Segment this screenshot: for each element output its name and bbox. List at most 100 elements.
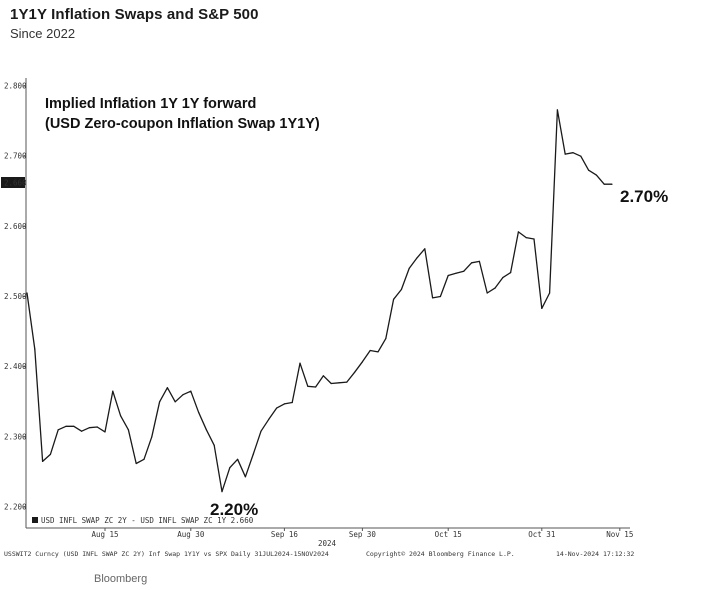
data-point [112, 390, 114, 392]
data-point [416, 257, 418, 259]
annotation-line-2: (USD Zero-coupon Inflation Swap 1Y1Y) [45, 116, 320, 132]
y-tick-group: 2.200 2.300 2.400 2.500 2.600 2.700 2.800 [4, 82, 27, 512]
data-point [34, 348, 36, 350]
data-point [198, 411, 200, 413]
data-point [322, 375, 324, 377]
y-tick-label: 2.400 [4, 362, 27, 371]
data-point [564, 153, 566, 155]
bloomberg-logo-text: Bloomberg [94, 573, 148, 585]
data-point [96, 426, 98, 428]
x-tick-label: Oct 15 [435, 530, 462, 539]
last-value-tag [1, 177, 25, 188]
annotation-line-1: Implied Inflation 1Y 1Y forward [45, 96, 256, 112]
x-tick-label: Nov 15 [606, 530, 633, 539]
data-point [315, 386, 317, 388]
data-point [49, 453, 52, 455]
data-point [486, 292, 488, 294]
data-point [26, 292, 28, 294]
data-point [104, 431, 106, 433]
x-tick-label: Oct 31 [528, 530, 555, 539]
data-point [377, 351, 379, 353]
y-tick-label: 2.300 [4, 432, 27, 441]
data-point [580, 155, 582, 157]
data-point [439, 295, 441, 298]
data-point [517, 231, 520, 233]
data-point-group [26, 109, 613, 493]
data-point [268, 418, 270, 420]
data-point [57, 429, 59, 431]
footer-center: Copyright© 2024 Bloomberg Finance L.P. [366, 550, 515, 558]
last-value-tag-text: 2.660 [4, 179, 27, 188]
data-point [307, 385, 309, 387]
data-point [369, 349, 371, 352]
data-point [447, 274, 449, 277]
data-point [190, 390, 192, 392]
footer-right: 14-Nov-2024 17:12:32 [556, 550, 634, 558]
data-point [478, 260, 480, 262]
data-point [229, 467, 231, 469]
data-point [502, 277, 504, 279]
data-point [252, 453, 254, 455]
last-value-label: 2.70% [620, 187, 668, 206]
data-point [260, 430, 262, 432]
data-point [385, 338, 387, 340]
data-point [556, 109, 559, 111]
data-point [299, 362, 301, 364]
data-point [525, 237, 527, 239]
legend-swatch [32, 517, 38, 523]
data-point [471, 262, 473, 264]
data-point [400, 288, 402, 291]
x-tick-label: Sep 30 [349, 530, 377, 539]
data-point [455, 272, 457, 274]
data-point [205, 429, 207, 431]
y-tick-label: 2.200 [4, 503, 27, 512]
data-point [338, 382, 340, 384]
data-point [143, 458, 145, 460]
data-point [88, 427, 90, 429]
data-point [408, 267, 410, 269]
data-point [424, 248, 426, 250]
data-point [182, 394, 184, 396]
x-axis-label: 2024 [318, 539, 337, 548]
series-line [26, 109, 612, 493]
legend-entry: USD INFL SWAP ZC 2Y - USD INFL SWAP ZC 1… [41, 516, 254, 525]
data-point [595, 174, 598, 176]
data-point [174, 401, 176, 403]
data-point [346, 381, 348, 383]
data-point [135, 462, 137, 465]
data-point [127, 429, 129, 431]
y-tick-label: 2.700 [4, 152, 27, 161]
data-point [276, 407, 278, 409]
data-point [330, 382, 332, 385]
y-tick-label: 2.600 [4, 222, 27, 231]
x-tick-label: Aug 15 [91, 530, 118, 539]
chart-subtitle: Since 2022 [10, 26, 76, 41]
data-point [494, 287, 496, 289]
data-point [291, 401, 293, 404]
data-point [361, 361, 363, 363]
data-point [354, 371, 356, 373]
data-point [81, 430, 83, 432]
data-point [572, 152, 574, 154]
low-value-label: 2.20% [210, 500, 258, 519]
data-point [244, 476, 246, 478]
data-point [283, 403, 285, 405]
data-point [463, 270, 465, 272]
data-point [221, 491, 223, 493]
data-point [393, 298, 395, 300]
data-point [510, 272, 512, 274]
data-point [603, 183, 605, 185]
data-point [42, 460, 44, 462]
data-point [237, 458, 239, 460]
footer-left: USSWIT2 Curncy (USD INFL SWAP ZC 2Y) Inf… [4, 550, 329, 558]
data-point [166, 387, 168, 389]
y-tick-label: 2.500 [4, 292, 27, 301]
data-point [611, 183, 613, 185]
data-point [159, 401, 161, 403]
data-point [549, 292, 551, 294]
x-tick-group: Aug 15 Aug 30 Sep 16 Sep 30 Oct 15 Oct 31 Nov … [91, 528, 633, 539]
data-point [65, 425, 67, 427]
y-tick-label: 2.800 [4, 82, 27, 91]
data-point [151, 436, 153, 438]
